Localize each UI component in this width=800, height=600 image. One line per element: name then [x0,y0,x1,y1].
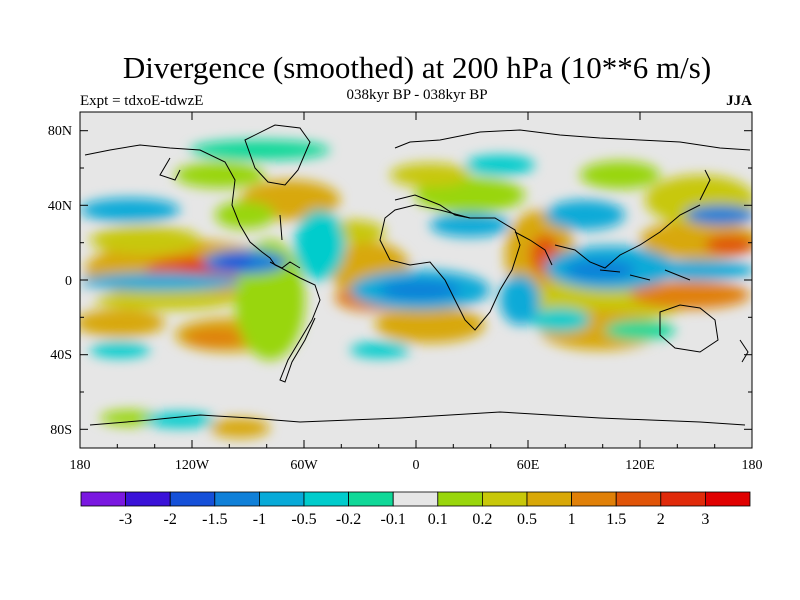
colorbar-label: -0.5 [291,511,316,528]
colorbar-label: -0.2 [336,511,361,528]
colorbar-swatch [303,491,349,507]
colorbar-swatch [348,491,394,507]
lon-label-0: 0 [413,458,420,473]
colorbar-label: -2 [164,511,177,528]
season-label: JJA [726,93,752,109]
colorbar-swatch [705,491,751,507]
plot-subtitle: 038kyr BP - 038kyr BP [346,87,488,103]
lon-label-180w: 180 [70,458,91,473]
coastlines [84,124,751,426]
plot-title: Divergence (smoothed) at 200 hPa (10**6 … [122,50,712,85]
lat-ticks [80,130,752,430]
lon-label-180e: 180 [742,458,763,473]
colorbar-swatch [214,491,260,507]
lon-label-60e: 60E [517,458,540,473]
colorbar-label: -1.5 [202,511,227,528]
colorbar-label: 0.5 [517,511,537,528]
lat-label-80s: 80S [50,423,72,438]
colorbar-swatch [80,491,126,507]
lat-label-40s: 40S [50,348,72,363]
lon-label-120w: 120W [175,458,210,473]
colorbar-label: 1.5 [606,511,626,528]
colorbar-label: -0.1 [381,511,406,528]
map-field [80,112,752,448]
colorbar-label: 1 [568,511,576,528]
divergence-contours [80,140,752,438]
colorbar-swatch [481,491,528,507]
experiment-label: Expt = tdxoE-tdwzE [80,93,204,109]
lat-label-40n: 40N [48,199,72,214]
colorbar-swatch [437,491,483,507]
colorbar: -3 -2 -1.5 -1 -0.5 -0.2 -0.1 0.1 0.2 0.5 1 1.5 2 3 [80,491,751,528]
colorbar-swatch [125,491,171,507]
lon-label-60w: 60W [290,458,318,473]
lat-label-eq: 0 [65,274,72,289]
lat-label-80n: 80N [48,124,72,139]
colorbar-label: 0.2 [472,511,492,528]
lon-ticks [116,112,716,448]
colorbar-swatch [169,491,216,507]
colorbar-label: 3 [701,511,709,528]
colorbar-label: 2 [657,511,665,528]
colorbar-swatch [660,491,706,507]
colorbar-label: -1 [253,511,266,528]
colorbar-swatch [526,491,572,507]
colorbar-swatch [258,491,305,507]
lon-label-120e: 120E [625,458,655,473]
colorbar-swatch [392,491,439,507]
colorbar-swatch [571,491,617,507]
colorbar-swatch [615,491,662,507]
colorbar-label: 0.1 [428,511,448,528]
colorbar-label: -3 [119,511,132,528]
